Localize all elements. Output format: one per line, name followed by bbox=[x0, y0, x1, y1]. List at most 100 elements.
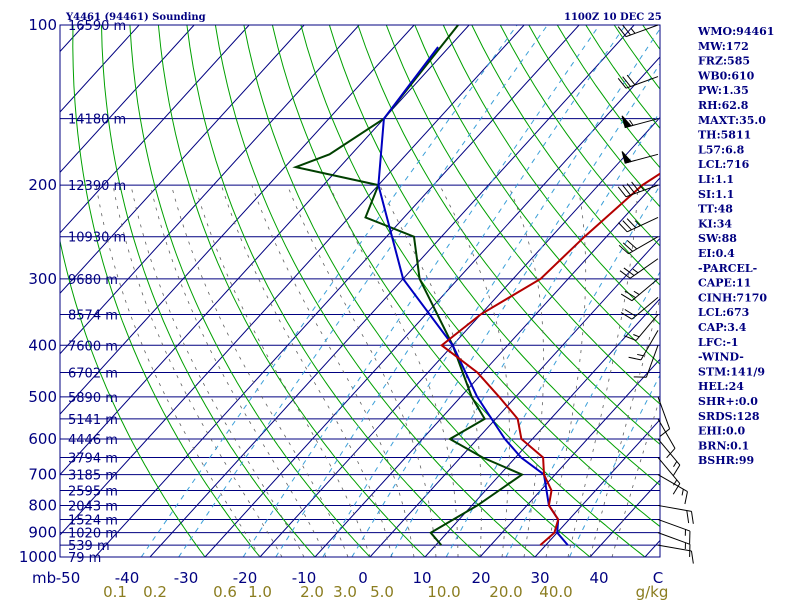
mixing-ratio-label: 5.0 bbox=[370, 583, 394, 600]
dry-adiabat-line bbox=[357, 25, 660, 446]
stat-line: TH:5811 bbox=[698, 129, 751, 142]
height-label: 10930 m bbox=[68, 231, 126, 246]
stat-line: PW:1.35 bbox=[698, 84, 749, 97]
wind-barb-staff bbox=[629, 258, 659, 279]
plot-frame bbox=[59, 24, 661, 558]
wind-barb-flag bbox=[624, 335, 637, 341]
wind-barb-half-flag bbox=[639, 184, 645, 191]
mixing-ratio-label: g/kg bbox=[636, 583, 669, 600]
stat-line: LCL:673 bbox=[698, 306, 749, 319]
wind-barb-pennant bbox=[621, 115, 632, 129]
wind-barb-staff bbox=[626, 216, 659, 233]
mixing-ratio-label: 20.0 bbox=[489, 583, 522, 600]
wind-barb-half-flag bbox=[637, 353, 644, 357]
isotherm-line bbox=[369, 237, 660, 557]
mixing-ratio-label: 2.0 bbox=[300, 583, 324, 600]
stat-line: WB0:610 bbox=[697, 69, 755, 82]
height-label: 4446 m bbox=[68, 433, 118, 448]
isotherm-line bbox=[479, 358, 660, 557]
moist-adiabat-line bbox=[95, 185, 261, 557]
clipped-grid bbox=[0, 25, 660, 557]
wind-barb-flag bbox=[622, 242, 634, 252]
moist-adiabat-line bbox=[286, 184, 437, 557]
wind-barb-flag bbox=[628, 356, 642, 361]
mixing-ratio-label: 10.0 bbox=[427, 583, 460, 600]
dry-adiabat-line bbox=[499, 25, 660, 247]
pressure-tick-label: 1000 bbox=[19, 548, 57, 566]
isotherm-line bbox=[0, 25, 29, 557]
wind-barb-half-flag bbox=[681, 489, 684, 496]
chart-profiles bbox=[292, 25, 660, 546]
height-label: 12390 m bbox=[68, 179, 126, 194]
mixing-ratio-line bbox=[351, 62, 660, 557]
mixing-ratio-line bbox=[390, 110, 660, 557]
wind-barb-flag bbox=[622, 220, 632, 231]
wind-barb bbox=[628, 330, 659, 361]
wind-barb-half-flag bbox=[630, 28, 636, 34]
wind-barb-staff bbox=[657, 438, 681, 466]
dry-adiabat-line bbox=[300, 25, 660, 528]
dry-adiabat-line bbox=[414, 25, 660, 365]
wind-barb bbox=[618, 216, 659, 233]
wind-barb-flag bbox=[623, 267, 635, 276]
isotherm-line bbox=[314, 177, 660, 557]
wind-barb-flag bbox=[626, 74, 636, 86]
height-label: 3794 m bbox=[68, 451, 118, 466]
temperature-line bbox=[440, 172, 660, 546]
wind-barb-flag bbox=[624, 309, 636, 317]
stat-line: EI:0.4 bbox=[698, 247, 735, 260]
stat-line: MAXT:35.0 bbox=[698, 114, 766, 127]
profile-group bbox=[292, 25, 660, 546]
moist-adiabat-line bbox=[439, 184, 510, 557]
stat-line: SRDS:128 bbox=[698, 410, 760, 423]
wind-barb bbox=[633, 345, 659, 378]
height-label: 8574 m bbox=[68, 308, 118, 323]
stat-line: MW:172 bbox=[698, 40, 749, 53]
stat-line: STM:141/9 bbox=[698, 365, 765, 378]
title-right: 1100Z 10 DEC 25 bbox=[564, 12, 662, 23]
isotherm-line bbox=[204, 56, 660, 557]
mixing-ratio-label: 0.2 bbox=[143, 583, 167, 600]
pressure-axis-label: mb bbox=[32, 569, 56, 587]
wind-barb-flag bbox=[618, 244, 629, 255]
dry-adiabat-line bbox=[157, 25, 426, 557]
mixing-ratio-line bbox=[178, 25, 548, 557]
dry-adiabat-line bbox=[129, 25, 371, 557]
moist-adiabat-line bbox=[220, 184, 393, 557]
wind-barb bbox=[657, 438, 681, 477]
pressure-tick-label: 800 bbox=[28, 496, 57, 514]
moist-adiabat-line bbox=[149, 185, 327, 557]
temperature-tick-label: 30 bbox=[530, 569, 549, 587]
wind-barb-staff bbox=[645, 345, 659, 378]
dry-adiabat-line bbox=[442, 25, 660, 326]
pressure-tick-label: 400 bbox=[28, 336, 57, 354]
wind-barb-flag bbox=[620, 293, 633, 302]
dry-adiabat-line bbox=[100, 25, 316, 557]
wind-barb bbox=[624, 314, 659, 341]
stat-line: SW:88 bbox=[698, 232, 737, 245]
dry-adiabat-line bbox=[186, 25, 481, 557]
wind-barb-staff bbox=[625, 24, 659, 38]
wind-barb-staff bbox=[631, 278, 659, 302]
wind-barb bbox=[657, 457, 681, 495]
wind-barb-flag bbox=[622, 24, 631, 36]
wind-barb-flag bbox=[624, 290, 636, 299]
pressure-tick-label: 600 bbox=[28, 430, 57, 448]
height-label: 14180 m bbox=[68, 113, 126, 128]
wind-barb-staff bbox=[628, 236, 659, 255]
stat-line: WMO:94461 bbox=[697, 25, 774, 38]
temperature-tick-label: -20 bbox=[233, 569, 258, 587]
temperature-tick-label: -40 bbox=[115, 569, 140, 587]
wind-barb-staff bbox=[657, 532, 691, 545]
moist-adiabat-line bbox=[508, 184, 545, 557]
pressure-tick-label: 100 bbox=[28, 16, 57, 34]
stat-line: CAP:3.4 bbox=[698, 321, 747, 334]
temperature-tick-label: -30 bbox=[174, 569, 199, 587]
stat-line: LCL:716 bbox=[698, 158, 750, 171]
wind-barb-flag bbox=[620, 312, 633, 320]
pressure-tick-label: 300 bbox=[28, 270, 57, 288]
moist-adiabat-line bbox=[171, 184, 349, 557]
dry-adiabat-line bbox=[214, 25, 536, 557]
